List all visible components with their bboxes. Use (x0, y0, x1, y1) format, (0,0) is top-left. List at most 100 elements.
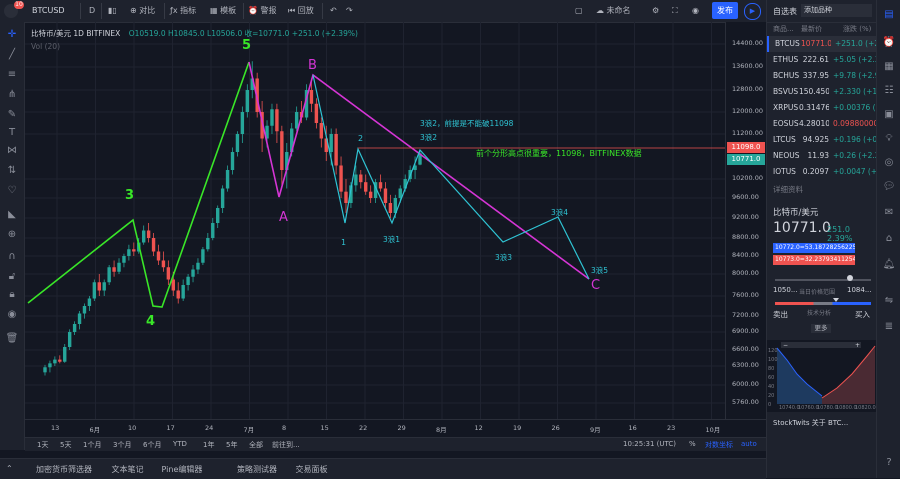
range-button[interactable]: YTD (173, 440, 187, 448)
chart-area[interactable]: 比特币/美元 1D BITFINEX O10519.0 H10845.0 L10… (25, 22, 725, 419)
help-icon[interactable]: ? (886, 457, 892, 468)
candle (82, 303, 87, 319)
undo-icon[interactable]: ↶ (330, 6, 337, 15)
trash-icon[interactable]: 🗑︎ (5, 333, 19, 344)
watchlist-title[interactable]: 自选表 (773, 7, 797, 16)
compare-button[interactable]: ⊕ 对比 (130, 6, 156, 15)
tech-analysis-label[interactable]: 技术分析 (807, 310, 832, 317)
watchlist-row[interactable]: LTCUS 94.925 +0.196 (+0.21% (767, 132, 877, 148)
crosshair-icon[interactable]: ✛ (7, 29, 17, 40)
watchlist-icon[interactable]: ▤ (884, 9, 894, 20)
range-button[interactable]: 3个月 (113, 441, 132, 449)
trendline-icon[interactable]: ╱ (8, 49, 16, 60)
auto-scale-toggle[interactable]: auto (741, 440, 757, 448)
col-change[interactable]: 涨跌 (%) (843, 25, 872, 33)
details-header[interactable]: 详细资料 (773, 185, 803, 194)
range-button[interactable]: 1年 (203, 441, 215, 449)
alerts-icon[interactable]: ⏰ (882, 37, 896, 48)
range-button[interactable]: 5年 (226, 441, 238, 449)
ideas-icon[interactable]: 💡︎ (885, 133, 893, 144)
order-panel-icon[interactable]: ⇋ (884, 295, 894, 306)
range-button[interactable]: 6个月 (143, 441, 162, 449)
data-window-icon[interactable]: ▦ (884, 61, 894, 72)
shapes-icon[interactable]: ♡ (7, 185, 17, 196)
ruler-icon[interactable]: ◣ (8, 209, 16, 220)
candle-body (413, 165, 417, 170)
snapshot-icon[interactable]: ◉ (692, 6, 699, 15)
horizontal-lines-icon[interactable]: ≡ (7, 69, 17, 80)
settings-icon[interactable]: ⚙ (652, 6, 660, 15)
stocktwits-header[interactable]: StockTwits 关于 BTC... (773, 419, 849, 427)
magnet-icon[interactable]: ∩ (8, 251, 16, 262)
price-axis[interactable]: 14400.00 13600.00 12800.00 12000.00 11200.00… (725, 22, 767, 419)
watchlist-row[interactable]: NEOUS 11.93 +0.26 (+2.26%) (767, 148, 877, 164)
calendar-icon[interactable]: ▣ (884, 109, 894, 120)
collapse-icon[interactable]: ⌃ (6, 464, 13, 473)
symbol-search[interactable]: BTCUSD (32, 6, 65, 15)
fullscreen-icon[interactable]: ⛶ (672, 6, 678, 15)
col-last[interactable]: 最新价 (801, 25, 822, 33)
percent-toggle[interactable]: % (689, 440, 696, 448)
public-chat-icon[interactable]: ⌂ (885, 233, 893, 244)
sell-label[interactable]: 卖出 (773, 310, 788, 319)
col-symbol[interactable]: 商品... (773, 25, 794, 33)
notifications-icon[interactable]: 🔔︎ (882, 259, 896, 270)
volume-legend: Vol (20) (31, 42, 61, 51)
range-button[interactable]: 1个月 (83, 441, 102, 449)
log-scale-toggle[interactable]: 对数坐标 (705, 441, 733, 449)
range-button[interactable]: 5天 (60, 441, 72, 449)
layout-icon[interactable]: ▢ (575, 6, 583, 15)
hotlists-icon[interactable]: ☷ (884, 85, 894, 96)
bottom-tab[interactable]: Pine编辑器 (161, 465, 203, 474)
publish-button[interactable]: 发布 (712, 2, 738, 19)
redo-icon[interactable]: ↷ (346, 6, 353, 15)
replay-button[interactable]: ⏮ 回放 (288, 6, 314, 15)
watchlist-row[interactable]: IOTUS 0.2097 +0.0047 (+2.3 (767, 164, 877, 176)
range-button[interactable]: 全部 (249, 441, 263, 449)
brush-icon[interactable]: ✎ (7, 109, 17, 120)
private-chat-icon[interactable]: ✉ (884, 207, 894, 218)
bottom-tab[interactable]: 加密货币筛选器 (36, 465, 92, 474)
pattern-icon[interactable]: ⋈ (7, 145, 17, 156)
buy-label[interactable]: 买入 (855, 310, 870, 319)
add-symbol-field[interactable]: 添加品种 (801, 4, 872, 17)
range-button[interactable]: 1天 (37, 441, 49, 449)
time-tick-label: 26 (551, 424, 560, 432)
candle-style-icon[interactable]: ▮▯ (108, 6, 117, 15)
lock-all-icon[interactable]: 🔒︎ (9, 289, 15, 300)
streams-icon[interactable]: ◎ (884, 157, 894, 168)
chart-canvas[interactable] (25, 22, 725, 419)
bottom-tab[interactable]: 交易面板 (295, 465, 328, 474)
interval-selector[interactable]: D (89, 6, 96, 15)
candle-body (383, 188, 388, 203)
chat-icon[interactable]: 💬︎ (882, 181, 896, 192)
candle (92, 279, 97, 301)
prediction-icon[interactable]: ⇅ (7, 165, 17, 176)
pitchfork-icon[interactable]: ⋔ (7, 89, 17, 100)
bottom-tab[interactable]: 文本笔记 (111, 465, 144, 474)
lock-icon[interactable]: 🔓︎ (8, 271, 16, 282)
alert-button[interactable]: ⏰ 警报 (248, 6, 277, 15)
play-icon[interactable]: ▶ (744, 3, 761, 20)
range-button[interactable]: 前往到... (272, 441, 300, 449)
bottom-tab[interactable]: 策略测试器 (237, 465, 277, 474)
candle-body (63, 347, 67, 362)
eye-icon[interactable]: ◉ (7, 309, 17, 320)
alert-label: 警报 (260, 6, 277, 15)
cloud-save-button[interactable]: ☁ 未命名 (596, 6, 631, 15)
templates-button[interactable]: ▦ 模板 (210, 6, 237, 15)
more-button[interactable]: 更多 (811, 324, 831, 333)
dom-icon[interactable]: ≣ (884, 321, 894, 332)
zoom-icon[interactable]: ⊕ (7, 229, 17, 240)
utc-clock[interactable]: 10:25:31 (UTC) (623, 440, 677, 448)
indicators-button[interactable]: ƒx 指标 (170, 6, 197, 15)
watchlist-symbol: EOSUS (773, 119, 799, 128)
text-icon[interactable]: T (8, 127, 16, 138)
time-axis[interactable]: 13 6月 10 17 24 7月 8 15 22 29 8月 12 19 26 9月 16 23 10月 (25, 419, 766, 438)
